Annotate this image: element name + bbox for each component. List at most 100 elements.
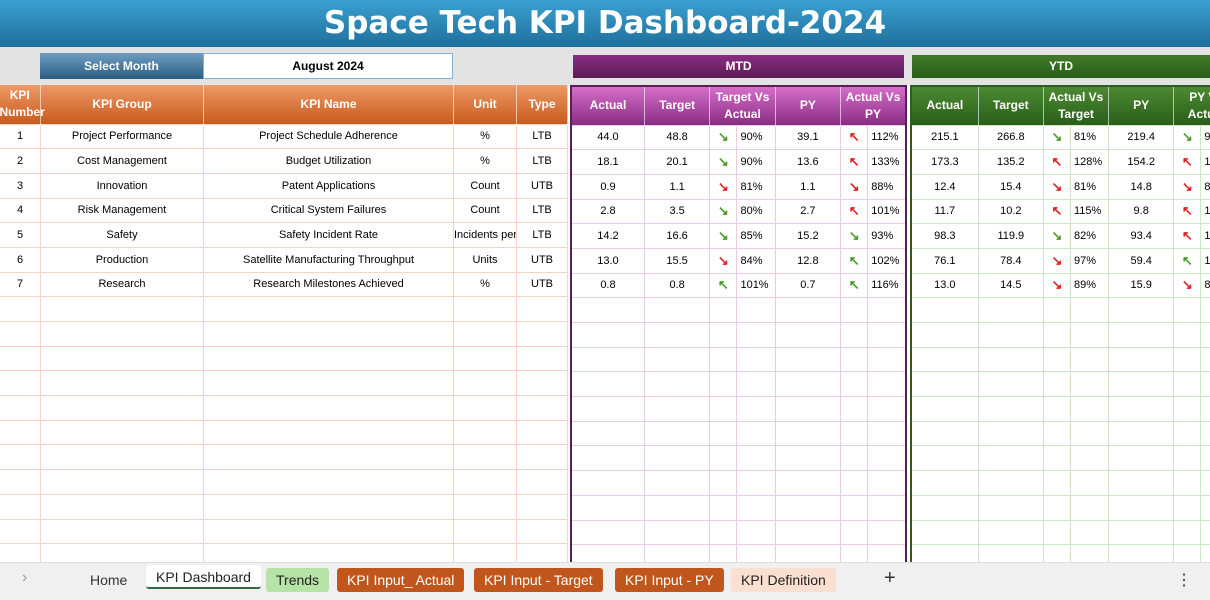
empty-cell — [516, 419, 568, 446]
ytd-target-cell: 15.4 — [977, 173, 1044, 200]
empty-cell — [736, 297, 776, 323]
empty-cell — [1200, 470, 1210, 496]
table-row — [910, 494, 1210, 521]
empty-cell — [840, 297, 869, 323]
empty-cell — [709, 420, 738, 447]
ytd-target-cell: 266.8 — [977, 124, 1044, 151]
empty-cell — [1108, 297, 1175, 323]
ytd-actual-cell: 215.1 — [910, 124, 979, 151]
empty-cell — [203, 444, 454, 471]
kpi-unit-cell: % — [453, 123, 517, 150]
kpi-name-cell: Project Schedule Adherence — [203, 123, 454, 150]
scroll-tabs-icon[interactable]: › — [22, 569, 28, 586]
empty-cell — [977, 297, 1044, 323]
empty-cell — [570, 322, 645, 348]
column-header: PY — [1108, 86, 1175, 125]
empty-cell — [453, 370, 517, 397]
sheet-tab[interactable]: Trends — [266, 568, 330, 592]
empty-cell — [1200, 420, 1210, 447]
mtd-target-cell: 20.1 — [643, 149, 711, 175]
table-row — [910, 420, 1210, 447]
avp-percent: 112% — [867, 124, 907, 151]
avt-percent: 82% — [1069, 223, 1110, 249]
avp-arrow-icon: ↘ — [840, 173, 869, 200]
empty-cell — [570, 445, 645, 472]
kpi-unit-cell: Units — [453, 246, 517, 273]
empty-cell — [570, 470, 645, 496]
empty-cell — [840, 519, 869, 546]
kpi-unit-cell: Count — [453, 197, 517, 224]
mtd-target-cell: 1.1 — [643, 173, 711, 200]
column-header: PY — [775, 86, 842, 125]
kpi-group-cell: Innovation — [40, 172, 204, 199]
sheet-tab[interactable]: KPI Input - PY — [615, 568, 724, 592]
kpi-unit-cell: Incidents per 1000 — [453, 222, 517, 248]
tva-arrow-icon: ↘ — [709, 247, 738, 274]
empty-cell — [453, 493, 517, 520]
empty-cell — [774, 322, 842, 348]
sheet-tab[interactable]: KPI Input_ Actual — [337, 568, 465, 592]
empty-cell — [1200, 297, 1210, 323]
mtd-section-header: MTD — [573, 55, 904, 78]
add-sheet-button[interactable]: + — [884, 567, 896, 589]
empty-cell — [0, 493, 41, 520]
table-row: 2.8 3.5 ↘ 80% 2.7 ↖ 101% — [570, 198, 907, 225]
table-row: 76.178.4↘97%59.4↖12 — [910, 247, 1210, 274]
sheet-tab[interactable]: KPI Input - Target — [474, 568, 603, 592]
empty-cell — [1069, 371, 1110, 398]
table-row: 3 Innovation Patent Applications Count UTB — [0, 172, 568, 199]
avt-percent: 97% — [1069, 247, 1110, 274]
empty-cell — [977, 470, 1044, 496]
ytd-target-cell: 10.2 — [977, 198, 1044, 225]
empty-cell — [736, 445, 776, 472]
table-row — [910, 396, 1210, 422]
empty-cell — [840, 322, 869, 348]
sheet-tab-bar: › Home KPI Dashboard Trends KPI Input_ Actu… — [0, 562, 1210, 600]
empty-cell — [709, 494, 738, 521]
sheet-tab[interactable]: Home — [90, 572, 128, 588]
kpi-type-cell: UTB — [516, 271, 568, 298]
table-row: 44.0 48.8 ↘ 90% 39.1 ↖ 112% — [570, 124, 907, 151]
empty-cell — [203, 469, 454, 495]
tva-arrow-icon: ↘ — [709, 223, 738, 249]
empty-cell — [0, 518, 41, 545]
avp-arrow-icon: ↖ — [840, 247, 869, 274]
empty-cell — [1069, 420, 1110, 447]
table-row — [570, 322, 907, 348]
empty-cell — [203, 321, 454, 347]
empty-cell — [774, 519, 842, 546]
avt-arrow-icon: ↖ — [1042, 149, 1071, 175]
ytd-target-cell: 119.9 — [977, 223, 1044, 249]
empty-cell — [1173, 519, 1202, 546]
empty-cell — [643, 346, 711, 373]
empty-cell — [1108, 445, 1175, 472]
kpi-name-cell: Safety Incident Rate — [203, 222, 454, 248]
more-options-icon[interactable]: ⋮ — [1176, 572, 1192, 589]
empty-cell — [40, 518, 204, 545]
kpi-group-cell: Risk Management — [40, 197, 204, 224]
empty-cell — [1200, 494, 1210, 521]
empty-cell — [1069, 322, 1110, 348]
ytd-target-cell: 135.2 — [977, 149, 1044, 175]
empty-cell — [867, 494, 907, 521]
column-header: Target Vs Actual — [709, 86, 776, 125]
empty-cell — [643, 420, 711, 447]
empty-cell — [0, 321, 41, 347]
kpi-num-cell: 7 — [0, 271, 41, 298]
sheet-tab[interactable]: KPI Dashboard — [146, 565, 261, 589]
kpi-type-cell: LTB — [516, 197, 568, 224]
sheet-tab[interactable]: KPI Definition — [731, 568, 836, 592]
avt-percent: 81% — [1069, 124, 1110, 151]
empty-cell — [736, 371, 776, 398]
table-row: 2 Cost Management Budget Utilization% LTB — [0, 148, 568, 174]
empty-cell — [867, 420, 907, 447]
table-row — [570, 297, 907, 323]
empty-cell — [570, 346, 645, 373]
empty-cell — [1200, 371, 1210, 398]
ytd-actual-cell: 98.3 — [910, 223, 979, 249]
table-row — [910, 346, 1210, 373]
empty-cell — [1200, 396, 1210, 422]
month-dropdown[interactable]: August 2024 — [203, 53, 453, 79]
empty-cell — [910, 371, 979, 398]
